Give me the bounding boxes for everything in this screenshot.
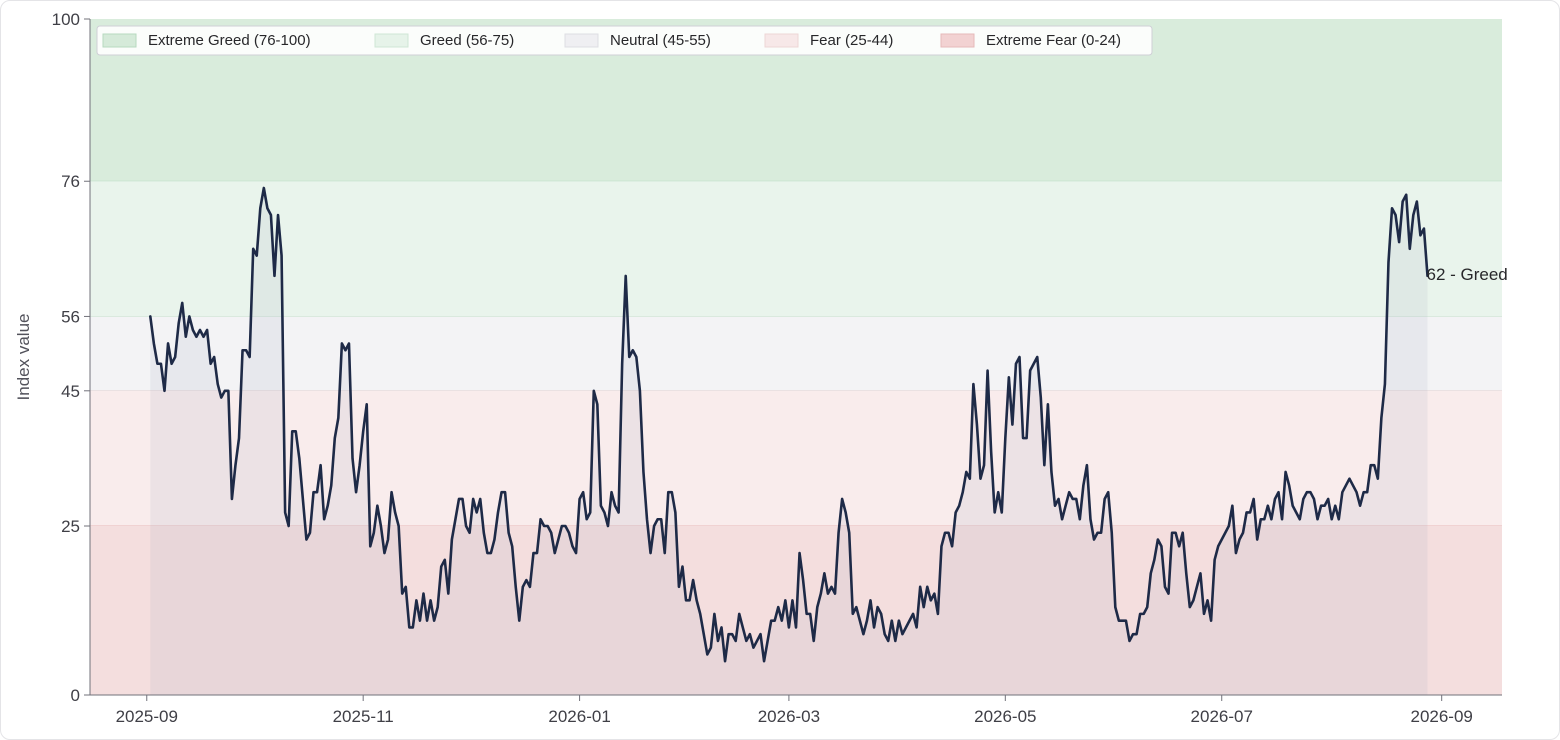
x-tick-label-2025-09: 2025-09 <box>116 707 178 726</box>
series-area <box>150 188 1428 695</box>
legend-swatch <box>564 33 599 48</box>
legend-label: Greed (56-75) <box>420 32 514 49</box>
legend: Extreme Greed (76-100) Greed (56-75) Neutr… <box>96 25 1153 56</box>
y-tick-label-45: 45 <box>61 382 80 401</box>
x-tick-label-2026-09: 2026-09 <box>1410 707 1472 726</box>
legend-swatch <box>374 33 409 48</box>
legend-swatch <box>764 33 799 48</box>
legend-box <box>96 25 1153 56</box>
series-line <box>149 186 1429 663</box>
x-tick-label-2026-05: 2026-05 <box>974 707 1036 726</box>
legend-label: Extreme Greed (76-100) <box>148 32 311 49</box>
series-line-layer <box>149 186 1429 663</box>
y-tick-label-76: 76 <box>61 172 80 191</box>
zone-neutral <box>90 316 1502 391</box>
legend-item-extreme-fear: Extreme Fear (0-24) <box>940 32 1121 49</box>
legend-item-greed: Greed (56-75) <box>374 32 514 49</box>
y-tick-label-25: 25 <box>61 517 80 536</box>
legend-item-neutral: Neutral (45-55) <box>564 32 711 49</box>
x-tick-label-2026-01: 2026-01 <box>548 707 610 726</box>
annotation-layer: 62 - Greed <box>1426 265 1507 284</box>
legend-swatch <box>102 33 137 48</box>
legend-swatch <box>940 33 975 48</box>
y-tick-label-56: 56 <box>61 307 80 326</box>
zone-fear <box>90 390 1502 526</box>
zone-greed <box>90 181 1502 317</box>
y-tick-label-100: 100 <box>52 10 80 29</box>
y-tick-label-0: 0 <box>71 686 80 705</box>
latest-value-label: 62 - Greed <box>1426 265 1507 284</box>
legend-label: Fear (25-44) <box>810 32 893 49</box>
legend-label: Neutral (45-55) <box>610 32 711 49</box>
legend-item-fear: Fear (25-44) <box>764 32 893 49</box>
x-tick-label-2026-03: 2026-03 <box>758 707 820 726</box>
x-tick-label-2025-11: 2025-11 <box>333 707 394 726</box>
axes: 0 25 45 56 76 100 2025-09 2025-11 2026-01 2026-03… <box>14 10 1502 726</box>
legend-label: Extreme Fear (0-24) <box>986 32 1121 49</box>
legend-item-extreme-greed: Extreme Greed (76-100) <box>102 32 311 49</box>
x-tick-label-2026-07: 2026-07 <box>1191 707 1253 726</box>
y-axis-title: Index value <box>14 314 33 401</box>
area-fill <box>150 188 1428 695</box>
